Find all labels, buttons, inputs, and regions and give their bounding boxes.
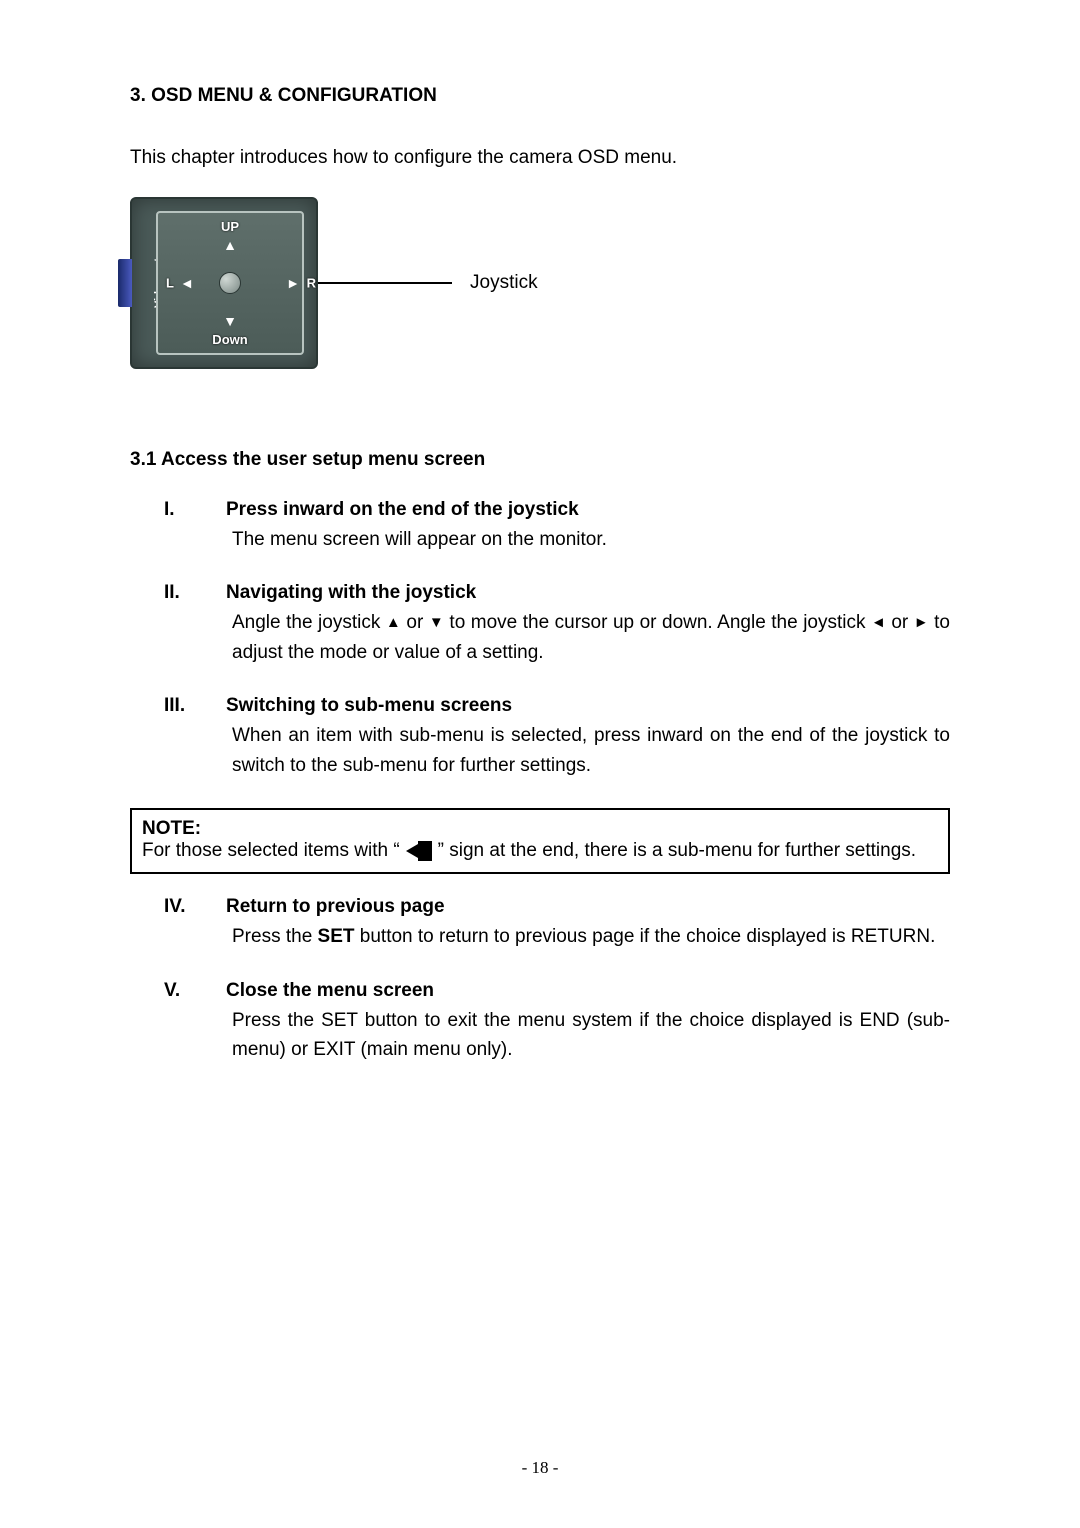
joystick-right-label: R xyxy=(307,276,316,291)
triangle-up-icon: ▲ xyxy=(386,614,401,631)
text-fragment: to move the cursor up or down. Angle the… xyxy=(444,612,871,633)
triangle-down-icon: ▼ xyxy=(429,614,444,631)
joystick-left-label: L xyxy=(166,276,174,291)
item-title: Navigating with the joystick xyxy=(226,582,950,604)
text-fragment: Angle the joystick xyxy=(232,612,386,633)
item-title: Close the menu screen xyxy=(226,980,950,1002)
arrow-left-icon: ◄ xyxy=(180,275,194,291)
joystick-up-label: UP xyxy=(221,219,239,234)
list-item: IV. Return to previous page Press the SE… xyxy=(130,896,950,951)
text-fragment: ” sign at the end, there is a sub-menu f… xyxy=(438,840,916,862)
joystick-stick xyxy=(219,272,241,294)
section-title: 3. OSD MENU & CONFIGURATION xyxy=(130,85,950,107)
text-fragment: Press the xyxy=(232,926,318,947)
joystick-photo: Video out UP ▲ Down ▼ L ◄ R ► xyxy=(130,197,318,369)
text-fragment: or xyxy=(886,612,914,633)
list-item: II. Navigating with the joystick Angle t… xyxy=(130,582,950,667)
roman-numeral: III. xyxy=(164,695,226,780)
list-item: III. Switching to sub-menu screens When … xyxy=(130,695,950,780)
return-icon xyxy=(406,841,432,861)
arrow-up-icon: ▲ xyxy=(223,237,237,253)
joystick-down-label: Down xyxy=(212,332,247,347)
item-text: Press the SET button to return to previo… xyxy=(226,922,950,951)
text-fragment: button to return to previous page if the… xyxy=(355,926,936,947)
roman-numeral: II. xyxy=(164,582,226,667)
item-title: Switching to sub-menu screens xyxy=(226,695,950,717)
list-item: V. Close the menu screen Press the SET b… xyxy=(130,980,950,1065)
item-text: The menu screen will appear on the monit… xyxy=(226,525,950,554)
note-box: NOTE: For those selected items with “ ” … xyxy=(130,808,950,874)
roman-numeral: V. xyxy=(164,980,226,1065)
roman-numeral: I. xyxy=(164,499,226,554)
callout-label: Joystick xyxy=(470,272,538,294)
page-number: - 18 - xyxy=(522,1458,559,1478)
subheading: 3.1 Access the user setup menu screen xyxy=(130,449,950,471)
joystick-figure: Video out UP ▲ Down ▼ L ◄ R ► Joystick xyxy=(130,197,950,369)
item-title: Return to previous page xyxy=(226,896,950,918)
text-fragment: For those selected items with “ xyxy=(142,840,400,862)
text-fragment: or xyxy=(401,612,429,633)
roman-numeral: IV. xyxy=(164,896,226,951)
triangle-right-icon: ► xyxy=(914,614,929,631)
video-connector xyxy=(118,259,132,307)
list-item: I. Press inward on the end of the joysti… xyxy=(130,499,950,554)
arrow-right-icon: ► xyxy=(286,275,300,291)
arrow-down-icon: ▼ xyxy=(223,313,237,329)
item-text: When an item with sub-menu is selected, … xyxy=(226,721,950,780)
intro-text: This chapter introduces how to configure… xyxy=(130,147,950,169)
note-label: NOTE: xyxy=(142,818,938,840)
item-text: Angle the joystick ▲ or ▼ to move the cu… xyxy=(226,608,950,667)
note-text: For those selected items with “ ” sign a… xyxy=(142,840,938,862)
item-text: Press the SET button to exit the menu sy… xyxy=(226,1006,950,1065)
callout-line xyxy=(316,282,452,284)
item-title: Press inward on the end of the joystick xyxy=(226,499,950,521)
triangle-left-icon: ◄ xyxy=(871,614,886,631)
text-bold: SET xyxy=(318,926,355,947)
